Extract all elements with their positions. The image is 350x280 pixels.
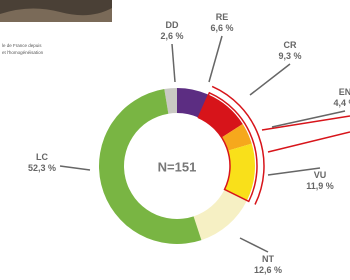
value-label: 9,3 % — [278, 51, 301, 61]
center-label: N=151 — [158, 159, 197, 174]
value-label: 2,6 % — [160, 31, 183, 41]
note-line: et l'homogénéisation — [2, 50, 44, 55]
value-label: 11,9 % — [306, 181, 334, 191]
category-label: EN — [339, 87, 350, 97]
leader-line — [250, 64, 290, 95]
category-label: LC — [36, 152, 48, 162]
leader-line — [172, 44, 175, 82]
leader-line — [209, 36, 222, 82]
value-label: 4,4 % — [333, 98, 350, 108]
leader-line — [240, 238, 268, 252]
category-label: DD — [166, 20, 179, 30]
leader-line — [60, 166, 90, 170]
value-label: 52,3 % — [28, 163, 56, 173]
category-label: VU — [314, 170, 327, 180]
donut — [99, 86, 350, 244]
leader-line — [268, 168, 320, 175]
note-line: le de France depuis — [2, 43, 42, 48]
category-label: NT — [262, 254, 274, 264]
category-label: CR — [284, 40, 297, 50]
threatened-link — [262, 116, 350, 130]
value-label: 12,6 % — [254, 265, 282, 275]
chart: le de France depuis et l'homogénéisation… — [0, 0, 350, 280]
category-label: RE — [216, 12, 229, 22]
threatened-link — [268, 132, 350, 152]
value-label: 6,6 % — [210, 23, 233, 33]
